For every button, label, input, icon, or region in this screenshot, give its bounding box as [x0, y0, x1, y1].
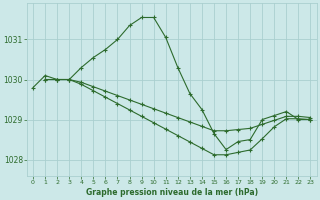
X-axis label: Graphe pression niveau de la mer (hPa): Graphe pression niveau de la mer (hPa) — [86, 188, 258, 197]
